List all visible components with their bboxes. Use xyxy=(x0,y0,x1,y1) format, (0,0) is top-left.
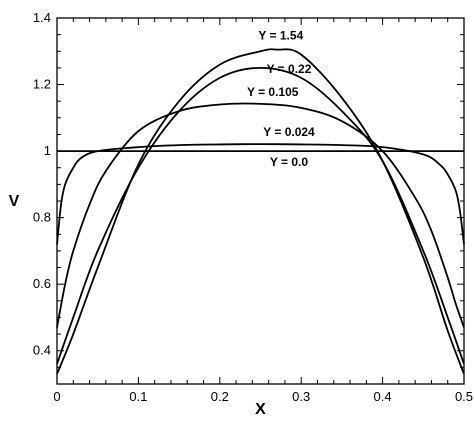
x-tick-label: 0 xyxy=(53,389,60,404)
series-line-y-1-54 xyxy=(56,48,465,375)
curve-annotation: Y = 0.105 xyxy=(247,85,299,99)
y-tick-label: 1 xyxy=(44,143,51,158)
y-axis-label: V xyxy=(9,193,20,210)
curves-group xyxy=(56,48,465,375)
x-tick-label: 0.2 xyxy=(211,389,229,404)
curve-annotation: Y = 0.024 xyxy=(263,125,315,139)
x-tick-label: 0.4 xyxy=(374,389,392,404)
series-line-y-0-22 xyxy=(56,67,465,365)
plot-frame-group: 0 0.1 0.2 0.3 0.4 0.5 0.4 0.6 0.8 1 1.2 1.4 xyxy=(33,10,473,404)
x-tick-label: 0.3 xyxy=(292,389,310,404)
curve-annotation: Y = 0.22 xyxy=(267,62,312,76)
series-line-y-0-105 xyxy=(56,102,465,328)
curve-annotation: Y = 0.0 xyxy=(270,155,308,169)
y-tick-label: 0.6 xyxy=(33,276,51,291)
x-tick-label: 0.1 xyxy=(129,389,147,404)
x-axis-label: X xyxy=(255,401,266,418)
curve-labels-group: Y = 1.54 Y = 0.22 Y = 0.105 Y = 0.024 Y = 0.… xyxy=(247,29,315,169)
y-tick-label: 1.4 xyxy=(33,10,51,25)
y-tick-label: 0.4 xyxy=(33,343,51,358)
y-tick-label: 0.8 xyxy=(33,210,51,225)
curve-annotation: Y = 1.54 xyxy=(258,29,303,43)
series-line-y-0-024 xyxy=(56,143,465,245)
x-tick-label: 0.5 xyxy=(455,389,473,404)
y-tick-label: 1.2 xyxy=(33,77,51,92)
